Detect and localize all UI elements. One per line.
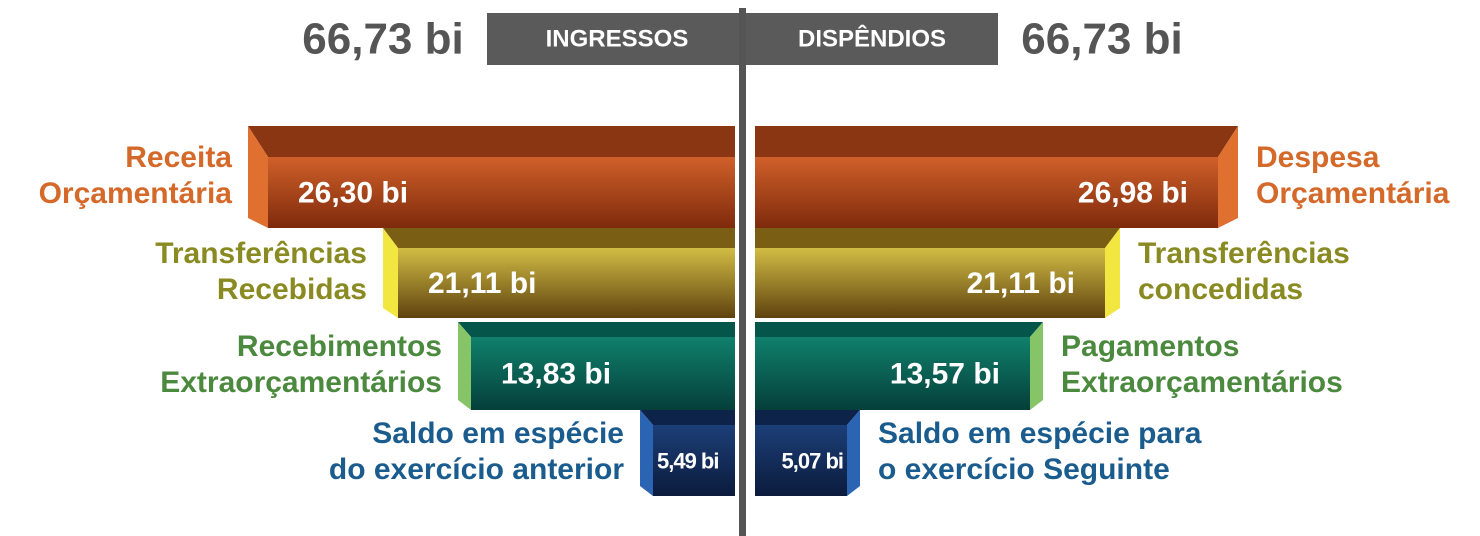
value-label: 26,98 bi bbox=[1078, 176, 1188, 209]
bar-bevel bbox=[383, 228, 398, 318]
bar-top bbox=[755, 410, 860, 425]
value-label: 26,30 bi bbox=[298, 176, 408, 209]
bar-bevel bbox=[640, 410, 653, 496]
bar-front bbox=[471, 337, 735, 410]
bar-front bbox=[653, 425, 735, 496]
category-label: do exercício anterior bbox=[329, 453, 624, 486]
center-line bbox=[739, 8, 746, 536]
category-label: Saldo em espécie para bbox=[878, 417, 1202, 450]
category-label: Orçamentária bbox=[39, 177, 233, 210]
bar-bevel bbox=[458, 322, 471, 410]
category-label: Recebidas bbox=[217, 273, 367, 306]
category-label: Pagamentos bbox=[1061, 330, 1239, 363]
bar-top bbox=[755, 126, 1238, 157]
value-label: 21,11 bi bbox=[967, 267, 1075, 300]
bar-top bbox=[755, 228, 1120, 248]
category-label: Extraorçamentários bbox=[160, 366, 442, 399]
bar-top bbox=[640, 410, 735, 425]
value-label: 13,57 bi bbox=[890, 357, 1000, 390]
bar-front bbox=[755, 425, 847, 496]
category-label: Saldo em espécie bbox=[372, 417, 624, 450]
bar-bevel bbox=[1218, 126, 1238, 228]
bar-front bbox=[268, 157, 735, 228]
right-title: DISPÊNDIOS bbox=[798, 24, 946, 52]
category-label: concedidas bbox=[1138, 273, 1303, 306]
bar-bevel bbox=[1105, 228, 1120, 318]
bar-front bbox=[398, 248, 735, 318]
bar-top bbox=[458, 322, 735, 337]
category-label: o exercício Seguinte bbox=[878, 453, 1170, 486]
category-label: Extraorçamentários bbox=[1061, 366, 1343, 399]
category-label: Transferências bbox=[155, 237, 367, 270]
bar-bevel bbox=[248, 126, 268, 228]
bar-front bbox=[755, 337, 1030, 410]
value-label: 5,07 bi bbox=[782, 448, 843, 473]
bar-bevel bbox=[1030, 322, 1043, 410]
bar-top bbox=[248, 126, 735, 157]
category-label: Recebimentos bbox=[237, 330, 442, 363]
category-label: Despesa bbox=[1256, 141, 1380, 174]
category-label: Receita bbox=[125, 141, 232, 174]
bar-bevel bbox=[847, 410, 860, 496]
bar-front bbox=[755, 157, 1218, 228]
right-total: 66,73 bi bbox=[1021, 15, 1182, 64]
bar-top bbox=[755, 322, 1043, 337]
left-total: 66,73 bi bbox=[302, 15, 463, 64]
bar-top bbox=[383, 228, 735, 248]
left-title: INGRESSOS bbox=[546, 25, 689, 52]
value-label: 5,49 bi bbox=[657, 448, 718, 473]
bar-front bbox=[755, 248, 1105, 318]
category-label: Orçamentária bbox=[1256, 177, 1450, 210]
value-label: 21,11 bi bbox=[428, 267, 536, 300]
value-label: 13,83 bi bbox=[501, 357, 611, 390]
category-label: Transferências bbox=[1138, 237, 1350, 270]
